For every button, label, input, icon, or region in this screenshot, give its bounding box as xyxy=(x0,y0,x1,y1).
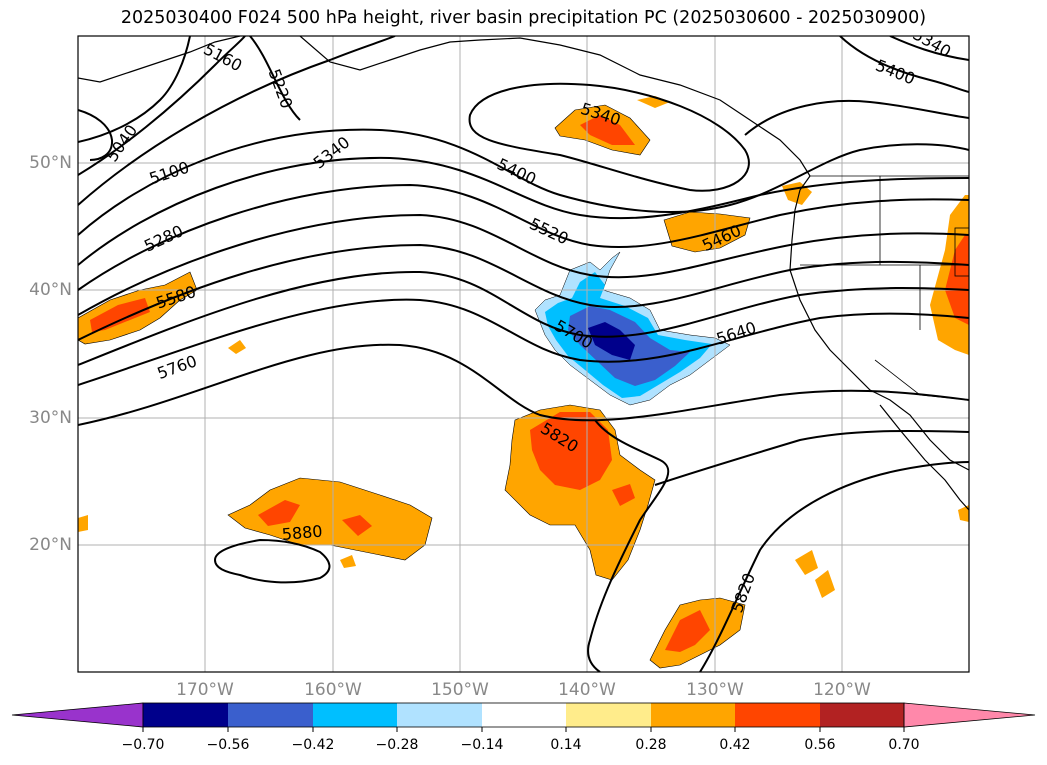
figure-title: 2025030400 F024 500 hPa height, river ba… xyxy=(120,8,927,28)
colorbar-under-arrow xyxy=(11,702,144,728)
lon-label: 150°W xyxy=(431,680,489,700)
contour-label: 5880 xyxy=(281,522,323,544)
map-plot-area: 5040 5100 5160 5220 5280 5340 5400 5460 … xyxy=(78,36,969,672)
colorbar-tick-label: 0.70 xyxy=(888,737,920,753)
graticule xyxy=(78,36,969,672)
colorbar-bin xyxy=(228,703,313,727)
lat-label: 40°N xyxy=(29,280,72,300)
colorbar-bin xyxy=(820,703,904,727)
colorbar-tick-label: 0.28 xyxy=(635,737,667,753)
contour-line xyxy=(699,461,969,672)
contour-line xyxy=(249,36,301,121)
colorbar-tick-label: −0.28 xyxy=(375,737,419,753)
colorbar-tick-label: −0.70 xyxy=(121,737,165,753)
precip-positive-area xyxy=(958,505,969,522)
precip-strong-area xyxy=(612,484,635,506)
precip-positive-area xyxy=(663,211,751,253)
contour-line xyxy=(78,213,969,316)
precip-strong-area xyxy=(945,235,969,325)
colorbar-tick-label: 0.42 xyxy=(719,737,751,753)
precip-positive-area xyxy=(795,550,818,575)
contour-line xyxy=(78,270,969,366)
contour-line xyxy=(587,419,670,672)
colorbar-tick-label: −0.56 xyxy=(206,737,250,753)
colorbar-bin xyxy=(313,703,397,727)
precip-negative-area xyxy=(588,322,635,360)
contour-line xyxy=(78,243,969,341)
precip-strong-area xyxy=(90,298,150,332)
contour-line xyxy=(78,156,969,266)
contour-line xyxy=(78,183,969,291)
lat-label: 50°N xyxy=(29,153,72,173)
precip-positive-area xyxy=(815,570,835,598)
precip-positive-area xyxy=(340,555,356,568)
contour-line xyxy=(78,36,246,176)
colorbar-tick-label: 0.14 xyxy=(550,737,582,753)
precip-positive-area xyxy=(78,515,88,532)
colorbar-bin xyxy=(735,703,820,727)
precip-strong-area xyxy=(342,515,372,536)
contour-line xyxy=(889,36,969,61)
precip-strong-area xyxy=(665,610,710,652)
lon-label: 160°W xyxy=(304,680,362,700)
colorbar-bin xyxy=(566,703,651,727)
contour-line xyxy=(468,82,750,192)
precip-positive-area xyxy=(228,340,246,354)
colorbar-tick-label: −0.14 xyxy=(460,737,504,753)
colorbar-tick-label: 0.56 xyxy=(804,737,836,753)
colorbar-tick-label: −0.42 xyxy=(291,737,335,753)
contour-line xyxy=(78,36,191,143)
lon-label: 140°W xyxy=(558,680,616,700)
contour-line xyxy=(78,36,396,206)
precip-strong-area xyxy=(530,412,612,490)
colorbar xyxy=(11,702,1036,732)
contour-line xyxy=(654,429,969,486)
lon-label: 120°W xyxy=(813,680,871,700)
colorbar-bin xyxy=(482,703,566,727)
contour-line xyxy=(839,36,969,93)
lon-label: 170°W xyxy=(176,680,234,700)
colorbar-over-arrow xyxy=(903,702,1036,728)
precip-strong-area xyxy=(258,500,300,526)
contour-line xyxy=(78,128,969,236)
lon-label: 130°W xyxy=(686,680,744,700)
contour-line xyxy=(78,298,969,386)
colorbar-bin xyxy=(397,703,482,727)
colorbar-bin xyxy=(651,703,735,727)
contour-line xyxy=(78,109,114,161)
contour-line xyxy=(78,343,969,426)
precip-strong-area xyxy=(580,115,635,145)
lat-label: 20°N xyxy=(29,535,72,555)
colorbar-bin xyxy=(143,703,228,727)
lat-label: 30°N xyxy=(29,408,72,428)
contour-line xyxy=(744,99,969,136)
map-frame xyxy=(77,35,970,673)
contour-line xyxy=(213,538,331,584)
height-contours xyxy=(78,36,969,672)
